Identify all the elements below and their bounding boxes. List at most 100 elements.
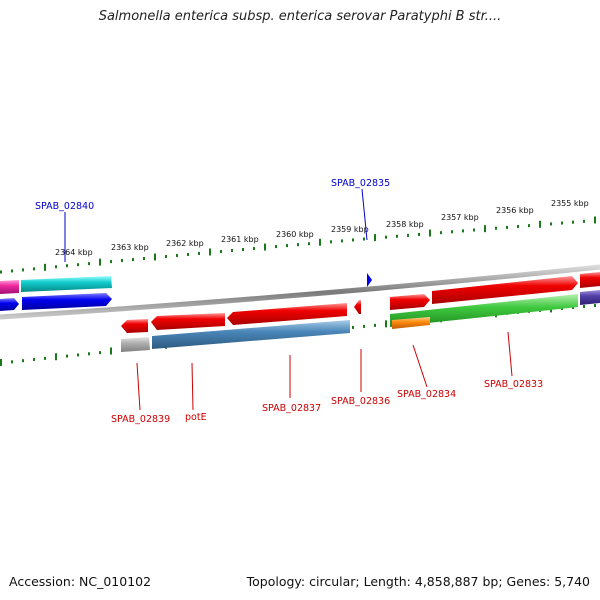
minor-tick: [374, 323, 376, 327]
gene-red-spab02837: [227, 303, 347, 325]
major-tick: [154, 253, 156, 261]
gene-green: [390, 294, 578, 327]
major-tick: [99, 258, 101, 266]
genome-backbone: [0, 264, 600, 320]
major-tick: [44, 263, 46, 271]
minor-tick: [99, 351, 101, 355]
minor-tick: [594, 304, 596, 308]
gene-blue: [22, 293, 112, 310]
minor-tick: [11, 360, 13, 364]
minor-tick: [583, 305, 585, 309]
minor-tick: [352, 325, 354, 329]
minor-tick: [176, 253, 178, 257]
gene-pink: [0, 280, 19, 294]
gene-labels: SPAB_02840 SPAB_02835 SPAB_02839 potE SP…: [35, 178, 543, 425]
minor-tick: [121, 259, 123, 263]
minor-tick: [66, 264, 68, 268]
blue-marker: [367, 273, 372, 287]
gene-red-small-fwd: [390, 294, 430, 310]
gene-label-spab02836: SPAB_02836: [331, 396, 390, 407]
minor-tick: [242, 247, 244, 251]
gene-red-spab02839: [121, 319, 148, 333]
minor-tick: [187, 252, 189, 256]
minor-tick: [396, 234, 398, 238]
minor-tick: [198, 251, 200, 255]
major-tick: [0, 359, 2, 366]
gene-label-spab02833: SPAB_02833: [484, 379, 543, 390]
minor-tick: [363, 324, 365, 328]
minor-tick: [66, 354, 68, 358]
minor-tick: [363, 237, 365, 241]
minor-tick: [418, 232, 420, 236]
gene-label-spab02840: SPAB_02840: [35, 201, 94, 212]
gene-red-potE: [151, 313, 225, 330]
scale-label-2364: 2364 kbp: [55, 248, 93, 257]
map-title: Salmonella enterica subsp. enterica sero…: [98, 9, 502, 24]
scale-label-2363: 2363 kbp: [111, 243, 149, 252]
label-lines: [64, 188, 513, 411]
scale-label-2358: 2358 kbp: [386, 220, 424, 229]
minor-tick: [275, 245, 277, 249]
minor-tick: [55, 265, 57, 269]
scale-label-2355: 2355 kbp: [551, 199, 589, 208]
minor-tick: [440, 231, 442, 235]
forward-genes: [0, 272, 600, 329]
major-tick: [539, 220, 541, 228]
major-tick: [55, 353, 57, 361]
minor-tick: [44, 356, 46, 360]
gene-label-spab02835: SPAB_02835: [331, 178, 390, 189]
scale-labels: 2364 kbp 2363 kbp 2362 kbp 2361 kbp 2360…: [55, 199, 589, 257]
minor-tick: [385, 235, 387, 239]
minor-tick: [572, 220, 574, 224]
major-tick: [429, 229, 431, 237]
minor-tick: [22, 359, 24, 363]
gene-orange: [392, 317, 430, 329]
minor-tick: [561, 221, 563, 225]
scale-label-2356: 2356 kbp: [496, 206, 534, 215]
leader-spab02834: [412, 344, 428, 388]
gene-gray: [121, 337, 150, 352]
major-tick: [110, 347, 112, 355]
major-tick: [264, 243, 266, 251]
minor-tick: [308, 242, 310, 246]
gene-label-spab02834: SPAB_02834: [397, 389, 456, 400]
minor-tick: [88, 262, 90, 266]
minor-tick: [0, 270, 2, 274]
minor-tick: [88, 352, 90, 356]
minor-tick: [77, 263, 79, 267]
minor-tick: [22, 268, 24, 272]
minor-tick: [77, 353, 79, 357]
major-tick: [484, 225, 486, 233]
accession-text: Accession: NC_010102: [9, 574, 152, 589]
scale-label-2359: 2359 kbp: [331, 225, 369, 234]
minor-tick: [110, 260, 112, 264]
gene-steel: [152, 320, 350, 349]
gene-label-spab02839: SPAB_02839: [111, 414, 170, 425]
major-tick: [209, 248, 211, 256]
minor-tick: [11, 269, 13, 273]
minor-tick: [231, 248, 233, 252]
minor-tick: [33, 267, 35, 271]
gene-cyan: [21, 276, 112, 292]
minor-tick: [451, 230, 453, 234]
leader-spab02833: [507, 331, 513, 377]
major-tick: [594, 216, 596, 224]
major-tick: [385, 320, 387, 328]
minor-tick: [330, 240, 332, 244]
outer-scale-ring: [0, 216, 596, 274]
leader-potE: [191, 362, 194, 411]
major-tick: [374, 234, 376, 242]
minor-tick: [341, 239, 343, 243]
minor-tick: [253, 247, 255, 251]
gene-red-spab02833-arrow: [432, 276, 578, 304]
gene-blue-small: [0, 298, 19, 311]
minor-tick: [517, 225, 519, 229]
scale-label-2357: 2357 kbp: [441, 213, 479, 222]
minor-tick: [286, 244, 288, 248]
gene-label-spab02837: SPAB_02837: [262, 403, 321, 414]
minor-tick: [143, 257, 145, 261]
minor-tick: [528, 224, 530, 228]
minor-tick: [462, 229, 464, 233]
minor-tick: [132, 258, 134, 262]
